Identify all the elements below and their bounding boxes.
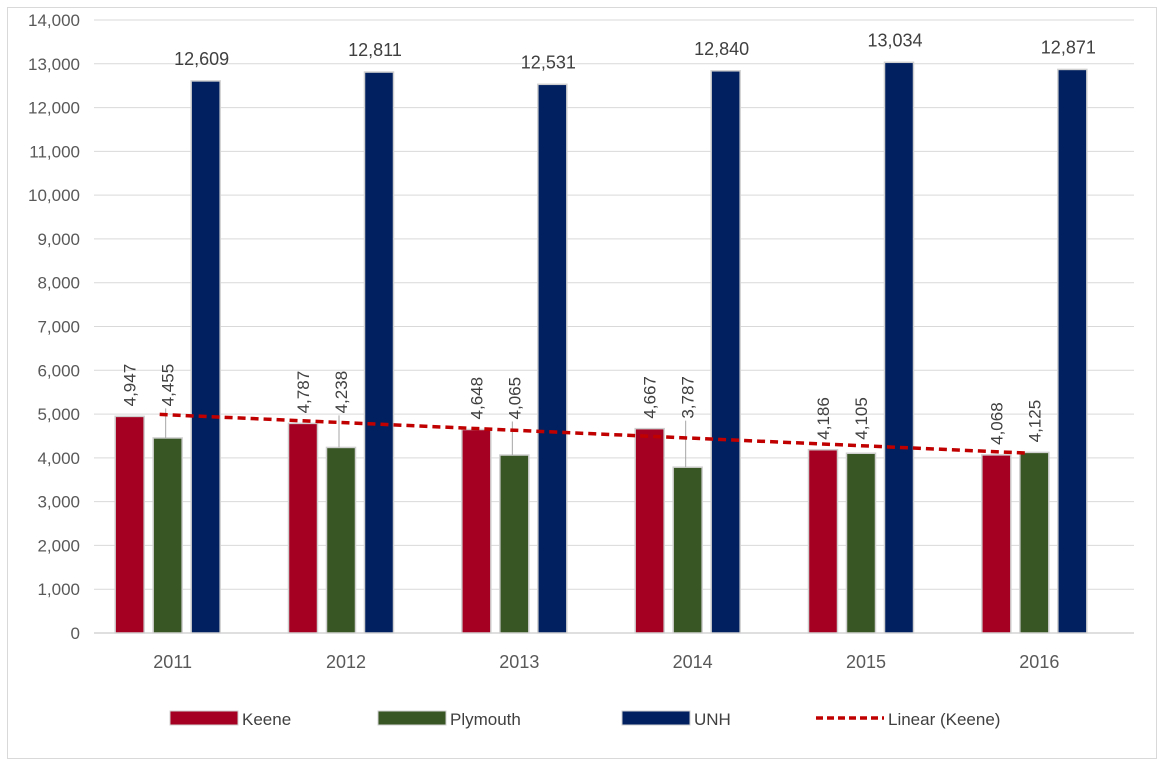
legend-item: Plymouth	[377, 710, 521, 729]
bar-plymouth-2012	[325, 446, 357, 634]
x-tick-label: 2011	[153, 652, 192, 672]
legend-swatch	[377, 710, 447, 726]
y-tick-label: 12,000	[28, 99, 80, 118]
trendline	[159, 412, 1027, 455]
x-tick-label: 2012	[326, 652, 366, 672]
data-label-keene-2016: 4,068	[987, 402, 1006, 445]
data-labels: 4,947 4,455 12,609 4,787 4,238 12,811 4,648 4,0…	[121, 30, 1096, 445]
y-tick-label: 2,000	[37, 536, 80, 555]
bar-keene-2013	[461, 428, 492, 634]
y-tick-label: 14,000	[28, 11, 80, 30]
data-label-plymouth-2013: 4,065	[505, 377, 524, 420]
bar-plymouth-2013	[499, 454, 530, 634]
data-label-plymouth-2012: 4,238	[332, 371, 351, 414]
y-tick-label: 4,000	[37, 449, 80, 468]
y-tick-label: 3,000	[37, 493, 80, 512]
bar-keene-2016	[981, 454, 1012, 634]
legend: Keene Plymouth UNH Linear (Keene)	[169, 710, 1000, 729]
data-label-keene-2011: 4,947	[121, 364, 140, 407]
bar-unh-2011	[190, 80, 221, 634]
legend-label: Linear (Keene)	[888, 710, 1000, 729]
legend-label: Keene	[242, 710, 291, 729]
bar-keene-2012	[287, 422, 319, 634]
y-tick-label: 6,000	[37, 361, 80, 380]
bar-chart: 0 1,000 2,000 3,000 4,000 5,000 6,000 7,000 8,00…	[28, 11, 1134, 729]
bars	[114, 61, 1088, 634]
data-label-keene-2015: 4,186	[814, 397, 833, 440]
data-label-unh-2011: 12,609	[174, 49, 229, 69]
data-label-keene-2014: 4,667	[641, 376, 660, 419]
bar-unh-2013	[537, 83, 568, 634]
bar-unh-2015	[883, 61, 915, 634]
x-axis-tick-labels: 2011 2012 2013 2014 2015 2016	[153, 652, 1059, 672]
y-tick-label: 9,000	[37, 230, 80, 249]
data-label-unh-2012: 12,811	[348, 40, 402, 60]
bar-keene-2015	[807, 448, 839, 634]
bar-plymouth-2014	[672, 466, 703, 634]
bar-plymouth-2016	[1019, 451, 1050, 634]
trendline-keene	[159, 412, 1027, 455]
x-tick-label: 2015	[846, 652, 886, 672]
y-tick-label: 13,000	[28, 55, 80, 74]
legend-item: UNH	[621, 710, 731, 729]
legend-swatch	[169, 710, 239, 726]
legend-item: Linear (Keene)	[816, 710, 1000, 729]
chart-frame: 0 1,000 2,000 3,000 4,000 5,000 6,000 7,000 8,00…	[7, 7, 1157, 759]
legend-item: Keene	[169, 710, 291, 729]
data-label-keene-2013: 4,648	[467, 377, 486, 420]
data-label-plymouth-2011: 4,455	[159, 364, 178, 407]
y-tick-label: 1,000	[37, 580, 80, 599]
gridlines	[94, 19, 1134, 634]
bar-plymouth-2011	[152, 437, 183, 634]
y-tick-label: 7,000	[37, 318, 80, 337]
x-tick-label: 2016	[1019, 652, 1059, 672]
y-axis-tick-labels: 0 1,000 2,000 3,000 4,000 5,000 6,000 7,000 8,00…	[28, 11, 80, 643]
data-label-plymouth-2015: 4,105	[852, 397, 871, 440]
bar-unh-2012	[363, 71, 395, 634]
legend-swatch	[621, 710, 691, 726]
y-tick-label: 11,000	[29, 142, 80, 161]
data-label-keene-2012: 4,787	[294, 371, 313, 414]
bar-keene-2011	[114, 415, 145, 634]
data-label-unh-2016: 12,871	[1041, 37, 1096, 57]
x-tick-label: 2014	[673, 652, 713, 672]
data-label-unh-2014: 12,840	[694, 39, 749, 59]
legend-label: Plymouth	[450, 710, 521, 729]
x-tick-label: 2013	[499, 652, 539, 672]
bar-plymouth-2015	[845, 452, 877, 634]
data-label-plymouth-2016: 4,125	[1025, 400, 1044, 443]
y-tick-label: 5,000	[37, 405, 80, 424]
legend-label: UNH	[694, 710, 731, 729]
data-label-leader-lines	[165, 408, 687, 468]
data-label-plymouth-2014: 3,787	[679, 376, 698, 419]
bar-unh-2014	[710, 70, 741, 634]
data-label-unh-2015: 13,034	[867, 30, 922, 50]
bar-unh-2016	[1057, 68, 1088, 634]
y-tick-label: 8,000	[37, 274, 80, 293]
data-label-unh-2013: 12,531	[521, 52, 576, 72]
y-tick-label: 10,000	[28, 186, 80, 205]
bar-keene-2014	[634, 427, 665, 634]
y-tick-label: 0	[71, 624, 80, 643]
